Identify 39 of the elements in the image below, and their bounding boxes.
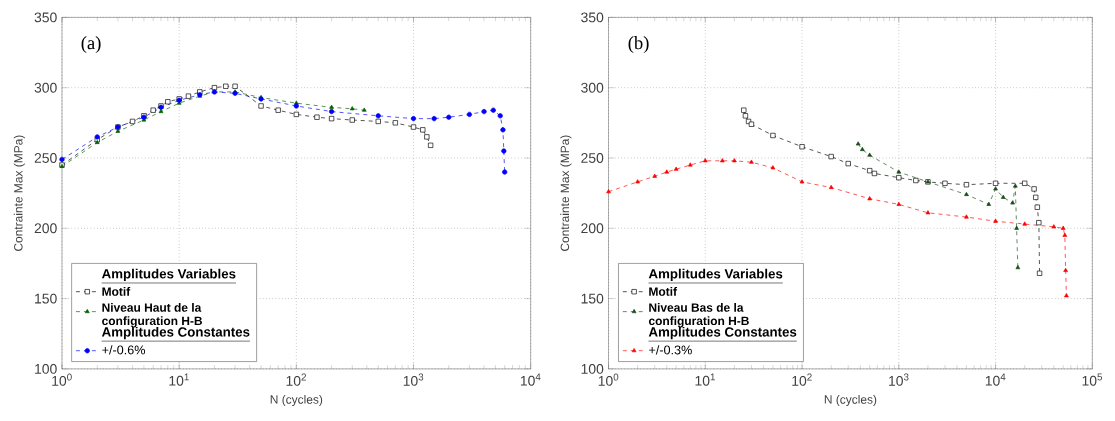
legend-label: Niveau Haut de la configuration H-B bbox=[102, 303, 203, 328]
annotation: Amplitudes Variables bbox=[648, 268, 783, 282]
x-tick-label: 10$^{4}$ bbox=[520, 373, 541, 386]
legend-label: +/-0.6% bbox=[102, 345, 146, 355]
x-axis-title: N (cycles) bbox=[270, 394, 323, 407]
x-tick-label: 10$^{3}$ bbox=[403, 373, 424, 386]
x-tick-label: 10$^{1}$ bbox=[169, 373, 189, 386]
annotation: Amplitudes Variables bbox=[101, 268, 236, 282]
legend-label: Motif bbox=[102, 286, 131, 296]
x-tick-label: 10$^{2}$ bbox=[286, 373, 306, 386]
x-tick-label: 10$^{4}$ bbox=[985, 373, 1006, 386]
legend-label: +/-0.3% bbox=[649, 345, 692, 355]
x-tick-label: 10$^{2}$ bbox=[792, 373, 812, 386]
annotation: Amplitudes Constantes bbox=[101, 326, 250, 340]
x-tick-label: 10$^{5}$ bbox=[1082, 373, 1103, 386]
y-tick-label: 200 bbox=[581, 223, 604, 234]
y-tick-label: 150 bbox=[581, 293, 604, 304]
x-tick-label: 10$^{3}$ bbox=[889, 373, 909, 386]
annotation: Amplitudes Constantes bbox=[648, 326, 797, 340]
x-tick-label: 10$^{0}$ bbox=[52, 373, 72, 386]
y-axis-title: Contrainte Max (MPa) bbox=[13, 135, 25, 251]
x-tick-label: 10$^{0}$ bbox=[598, 373, 619, 386]
annotation: (a) bbox=[81, 36, 101, 53]
y-tick-label: 100 bbox=[581, 363, 604, 374]
y-tick-label: 350 bbox=[34, 12, 57, 23]
y-tick-label: 200 bbox=[34, 223, 57, 234]
y-axis-title: Contrainte Max (MPa) bbox=[560, 135, 572, 251]
y-tick-label: 300 bbox=[581, 82, 604, 93]
y-tick-label: 100 bbox=[35, 363, 57, 374]
x-axis-title: N (cycles) bbox=[824, 394, 877, 407]
y-tick-label: 250 bbox=[34, 153, 57, 163]
y-tick-label: 350 bbox=[581, 12, 604, 23]
y-tick-label: 250 bbox=[581, 153, 604, 163]
legend-label: Motif bbox=[649, 286, 678, 296]
y-tick-label: 300 bbox=[34, 82, 57, 93]
annotation: (b) bbox=[628, 36, 649, 53]
x-tick-label: 10$^{1}$ bbox=[695, 373, 715, 386]
y-tick-label: 150 bbox=[35, 293, 57, 304]
legend-label: Niveau Bas de la configuration H-B bbox=[648, 303, 749, 328]
